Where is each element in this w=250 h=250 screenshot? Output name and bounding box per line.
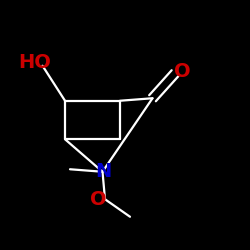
Text: N: N [95,162,111,181]
Text: O: O [90,190,106,209]
Text: HO: HO [18,52,52,72]
Text: O: O [174,62,190,81]
